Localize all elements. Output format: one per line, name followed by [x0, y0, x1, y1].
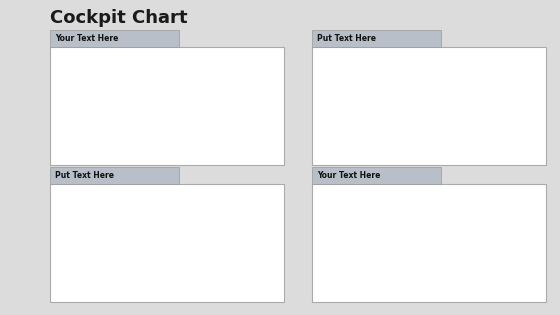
Text: Put Text Here: Put Text Here: [317, 34, 376, 43]
Bar: [484, 101, 494, 152]
Bar: [366, 73, 376, 152]
Text: Put Text Here: Put Text Here: [55, 171, 114, 180]
Text: Your Text Here: Your Text Here: [317, 171, 380, 180]
Text: Cockpit Chart: Cockpit Chart: [50, 9, 188, 27]
Bar: [513, 70, 523, 152]
Bar: [166, 210, 189, 289]
Bar: [424, 135, 434, 152]
Bar: [249, 229, 272, 289]
Bar: [385, 123, 395, 152]
Bar: [395, 92, 405, 152]
Bar: [207, 224, 230, 289]
Bar: [502, 89, 513, 152]
Bar: [434, 132, 444, 152]
Bar: [83, 246, 106, 289]
Bar: [125, 234, 147, 289]
Bar: [405, 130, 415, 152]
Bar: [473, 118, 484, 152]
Text: Your Text Here: Your Text Here: [55, 34, 118, 43]
Bar: [356, 97, 366, 152]
Bar: [463, 92, 473, 152]
Bar: [523, 106, 533, 152]
Bar: [345, 109, 356, 152]
